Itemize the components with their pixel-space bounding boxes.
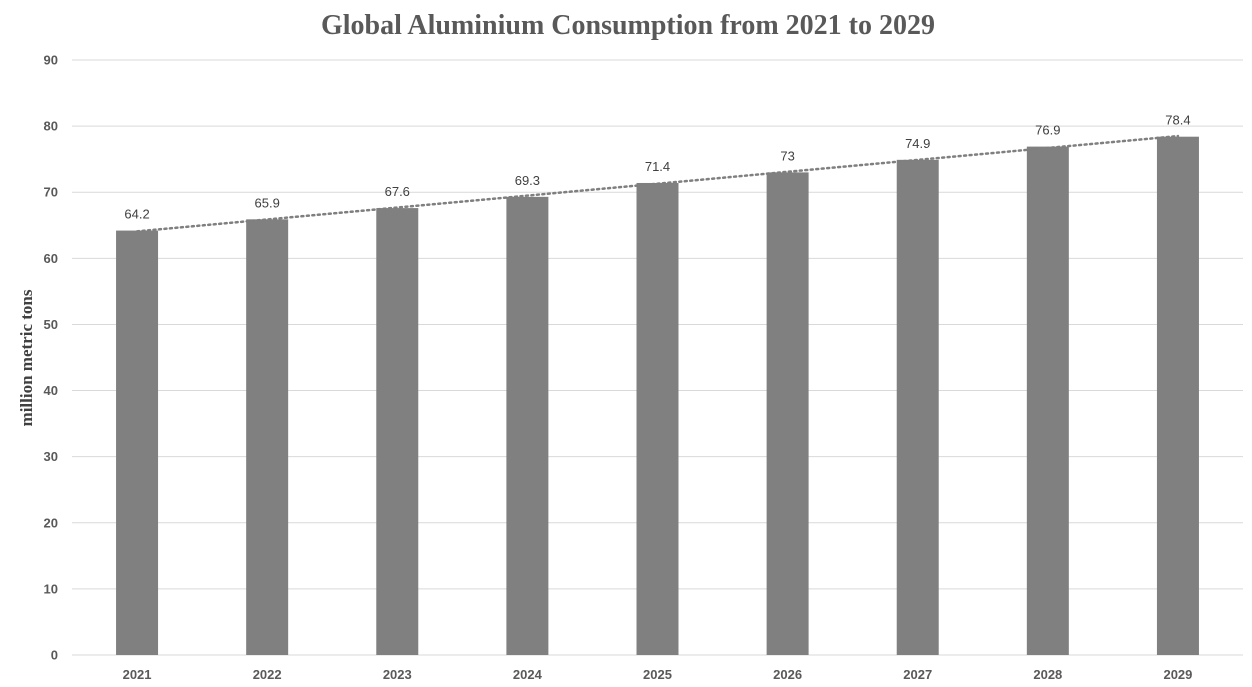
data-label-2028: 76.9 [1035,123,1060,138]
data-label-2024: 69.3 [515,173,540,188]
data-label-2021: 64.2 [124,207,149,222]
x-tick-label-2021: 2021 [123,667,152,682]
y-tick-label: 20 [44,515,58,530]
x-tick-label-2024: 2024 [513,667,543,682]
bar-2024 [506,196,549,655]
bar-2029 [1156,136,1199,655]
y-tick-label: 10 [44,581,58,596]
bar-2025 [636,182,679,655]
x-tick-label-2028: 2028 [1033,667,1062,682]
y-tick-label: 50 [44,317,58,332]
data-label-2025: 71.4 [645,159,670,174]
y-axis-label: million metric tons [17,289,36,426]
x-tick-label-2027: 2027 [903,667,932,682]
y-tick-label: 60 [44,251,58,266]
bar-2028 [1026,146,1069,655]
x-tick-label-2029: 2029 [1163,667,1192,682]
data-label-2027: 74.9 [905,136,930,151]
data-label-2029: 78.4 [1165,113,1190,128]
y-tick-label: 70 [44,185,58,200]
y-axis-ticks: 0 10 20 30 40 50 60 70 80 90 [44,53,58,663]
data-labels: 64.2 65.9 67.6 69.3 71.4 73 74.9 76.9 78.4 [124,113,1190,222]
bar-2023 [376,208,419,656]
bar-2022 [246,219,289,656]
data-label-2026: 73 [780,148,794,163]
trendline [135,134,1180,233]
x-tick-label-2026: 2026 [773,667,802,682]
x-axis-ticks: 2021 2022 2023 2024 2025 2026 2027 2028 2029 [123,667,1193,682]
bar-2021 [116,230,159,656]
y-tick-label: 30 [44,449,58,464]
bars [116,136,1199,656]
x-tick-label-2025: 2025 [643,667,672,682]
y-tick-label: 0 [51,648,58,663]
x-tick-label-2022: 2022 [253,667,282,682]
chart-title: Global Aluminium Consumption from 2021 t… [321,10,935,41]
bar-2027 [896,159,939,656]
y-tick-label: 40 [44,383,58,398]
trendline-group [135,134,1180,233]
y-tick-label: 80 [44,119,58,134]
data-label-2023: 67.6 [385,184,410,199]
x-tick-label-2023: 2023 [383,667,412,682]
bar-2026 [766,172,809,655]
y-tick-label: 90 [44,53,58,68]
data-label-2022: 65.9 [255,195,280,210]
